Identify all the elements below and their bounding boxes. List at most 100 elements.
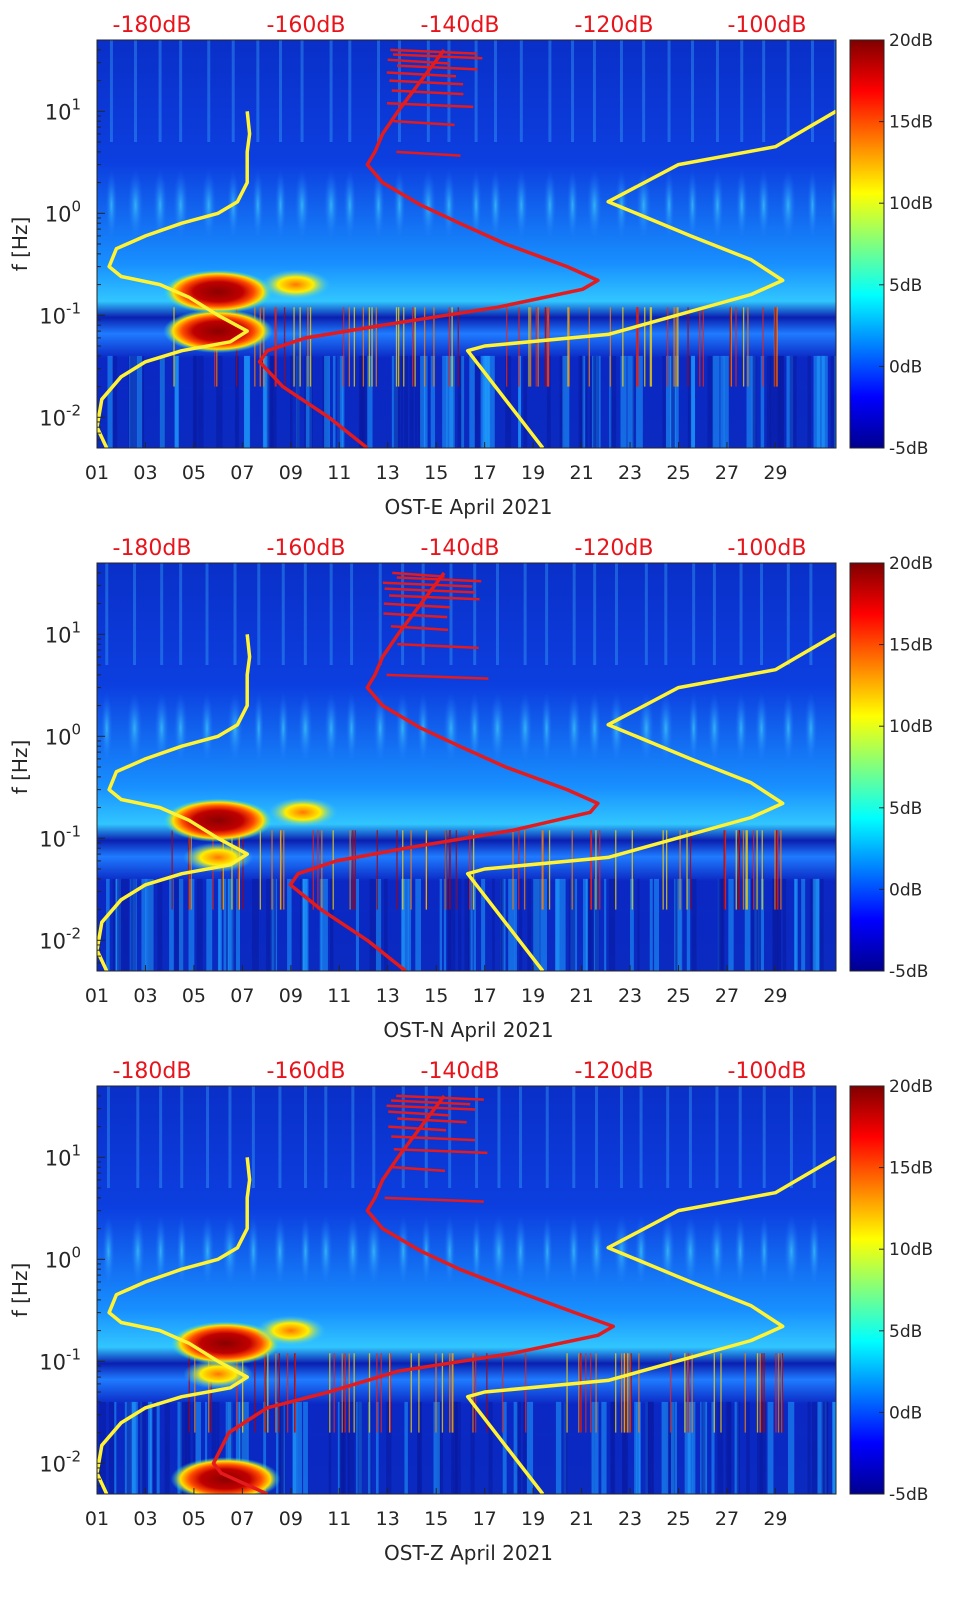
- lf-stripe: [369, 878, 376, 971]
- lf-stripe: [611, 1401, 616, 1494]
- daily-hf-band: [667, 40, 671, 142]
- x-tick-label: 09: [279, 985, 303, 1007]
- x-axis-title: OST-N April 2021: [383, 1018, 553, 1042]
- daily-noise-band: [615, 168, 628, 242]
- transient-spike: [735, 830, 737, 910]
- transient-spike: [286, 1353, 289, 1433]
- transient-spike: [684, 1353, 686, 1433]
- daily-hf-band: [160, 563, 164, 665]
- x-tick-label: 07: [230, 1508, 254, 1530]
- transient-spike: [644, 307, 646, 387]
- x-tick-label: 11: [327, 985, 351, 1007]
- transient-spike: [746, 830, 748, 910]
- lf-stripe: [760, 355, 765, 448]
- transient-spike: [649, 307, 652, 387]
- daily-noise-band: [804, 691, 818, 765]
- lf-stripe: [122, 878, 129, 971]
- transient-spike: [774, 307, 776, 387]
- lf-stripe: [438, 1401, 444, 1494]
- lf-stripe: [447, 878, 451, 971]
- lf-stripe: [813, 355, 820, 448]
- lf-stripe: [205, 1401, 208, 1494]
- x-tick-label: 13: [376, 462, 400, 484]
- transient-spike: [702, 307, 705, 387]
- lf-stripe: [651, 1401, 654, 1494]
- lf-stripe: [760, 878, 764, 971]
- lf-stripe: [393, 355, 401, 448]
- lf-stripe: [296, 1401, 302, 1494]
- transient-spike: [271, 830, 273, 910]
- lf-stripe: [632, 355, 635, 448]
- lf-stripe: [299, 878, 303, 971]
- daily-noise-band: [130, 1214, 145, 1288]
- daily-hf-band: [545, 563, 549, 665]
- transient-spike: [636, 307, 638, 387]
- x-tick-label: 05: [182, 985, 206, 1007]
- transient-spike: [781, 1353, 783, 1433]
- lf-stripe: [594, 1401, 599, 1494]
- lf-stripe: [718, 878, 724, 971]
- lf-stripe: [585, 355, 588, 448]
- transient-spike: [389, 1353, 391, 1433]
- transient-spike: [542, 830, 544, 910]
- daily-hf-band: [303, 1086, 307, 1188]
- lf-stripe: [649, 878, 653, 971]
- heatmap-area: [97, 40, 836, 448]
- daily-hf-band: [839, 563, 842, 665]
- x-tick-label: 13: [376, 1508, 400, 1530]
- lf-stripe: [746, 355, 753, 448]
- lf-stripe: [337, 355, 340, 448]
- daily-hf-band: [251, 1086, 255, 1188]
- daily-noise-band: [491, 1214, 507, 1288]
- transient-spike: [333, 1353, 335, 1433]
- high-noise-model-line: [465, 1155, 836, 1494]
- y-tick-label: 10-2: [39, 1447, 81, 1476]
- energy-hotspot: [255, 1315, 326, 1346]
- daily-hf-band: [519, 1086, 523, 1188]
- colorbar-tick-label: 15dB: [889, 113, 933, 133]
- transient-spike: [585, 1353, 587, 1433]
- lf-stripe: [452, 878, 456, 971]
- transient-spike: [264, 1353, 266, 1433]
- reference-psd-spread: [396, 576, 482, 583]
- transient-spike: [756, 1353, 759, 1433]
- lf-stripe: [195, 1401, 201, 1494]
- daily-noise-band: [154, 691, 170, 765]
- lf-stripe: [654, 878, 660, 971]
- top-axis-db-label: -160dB: [267, 536, 346, 561]
- lf-stripe: [409, 355, 414, 448]
- x-tick-label: 01: [85, 1508, 109, 1530]
- daily-hf-band: [206, 1086, 210, 1188]
- transient-spike: [544, 307, 547, 387]
- daily-hf-band: [179, 40, 183, 142]
- reference-psd-line: [211, 1094, 616, 1494]
- lf-stripe: [670, 1401, 675, 1494]
- lf-stripe: [744, 878, 751, 971]
- daily-noise-band: [638, 691, 655, 765]
- lf-stripe: [757, 1401, 763, 1494]
- transient-spike: [625, 1353, 627, 1433]
- transient-spike: [342, 307, 345, 387]
- daily-noise-band: [754, 691, 769, 765]
- lf-stripe: [746, 1401, 750, 1494]
- daily-hf-band: [281, 563, 285, 665]
- transient-spike: [677, 307, 679, 387]
- transient-spike: [774, 830, 776, 910]
- low-noise-model-line: [97, 111, 252, 448]
- daily-noise-band: [783, 1214, 800, 1288]
- x-tick-label: 29: [763, 462, 787, 484]
- daily-hf-band: [664, 563, 668, 665]
- lf-stripe: [801, 878, 806, 971]
- transient-spike: [242, 1353, 244, 1433]
- daily-hf-band: [572, 1086, 576, 1188]
- y-tick-label: 101: [45, 618, 81, 647]
- x-axis-title: OST-Z April 2021: [384, 1541, 553, 1565]
- transient-spike: [630, 1353, 632, 1433]
- x-tick-label: 29: [763, 1508, 787, 1530]
- transient-spike: [735, 307, 737, 387]
- daily-hf-band: [473, 563, 477, 665]
- lf-stripe: [115, 878, 119, 971]
- lf-stripe: [712, 355, 720, 448]
- x-tick-label: 17: [473, 1508, 497, 1530]
